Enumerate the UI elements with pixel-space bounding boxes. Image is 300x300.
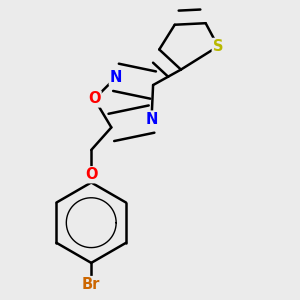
Text: Br: Br [82,277,100,292]
Text: O: O [85,167,98,182]
Text: O: O [88,92,100,106]
Text: N: N [110,70,122,85]
Text: S: S [213,39,223,54]
Text: N: N [146,112,158,127]
